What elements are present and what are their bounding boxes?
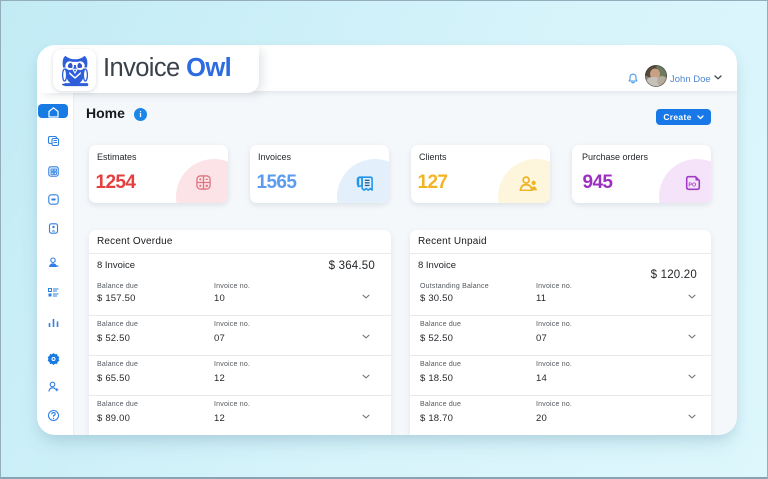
- svg-text:PO: PO: [688, 182, 696, 188]
